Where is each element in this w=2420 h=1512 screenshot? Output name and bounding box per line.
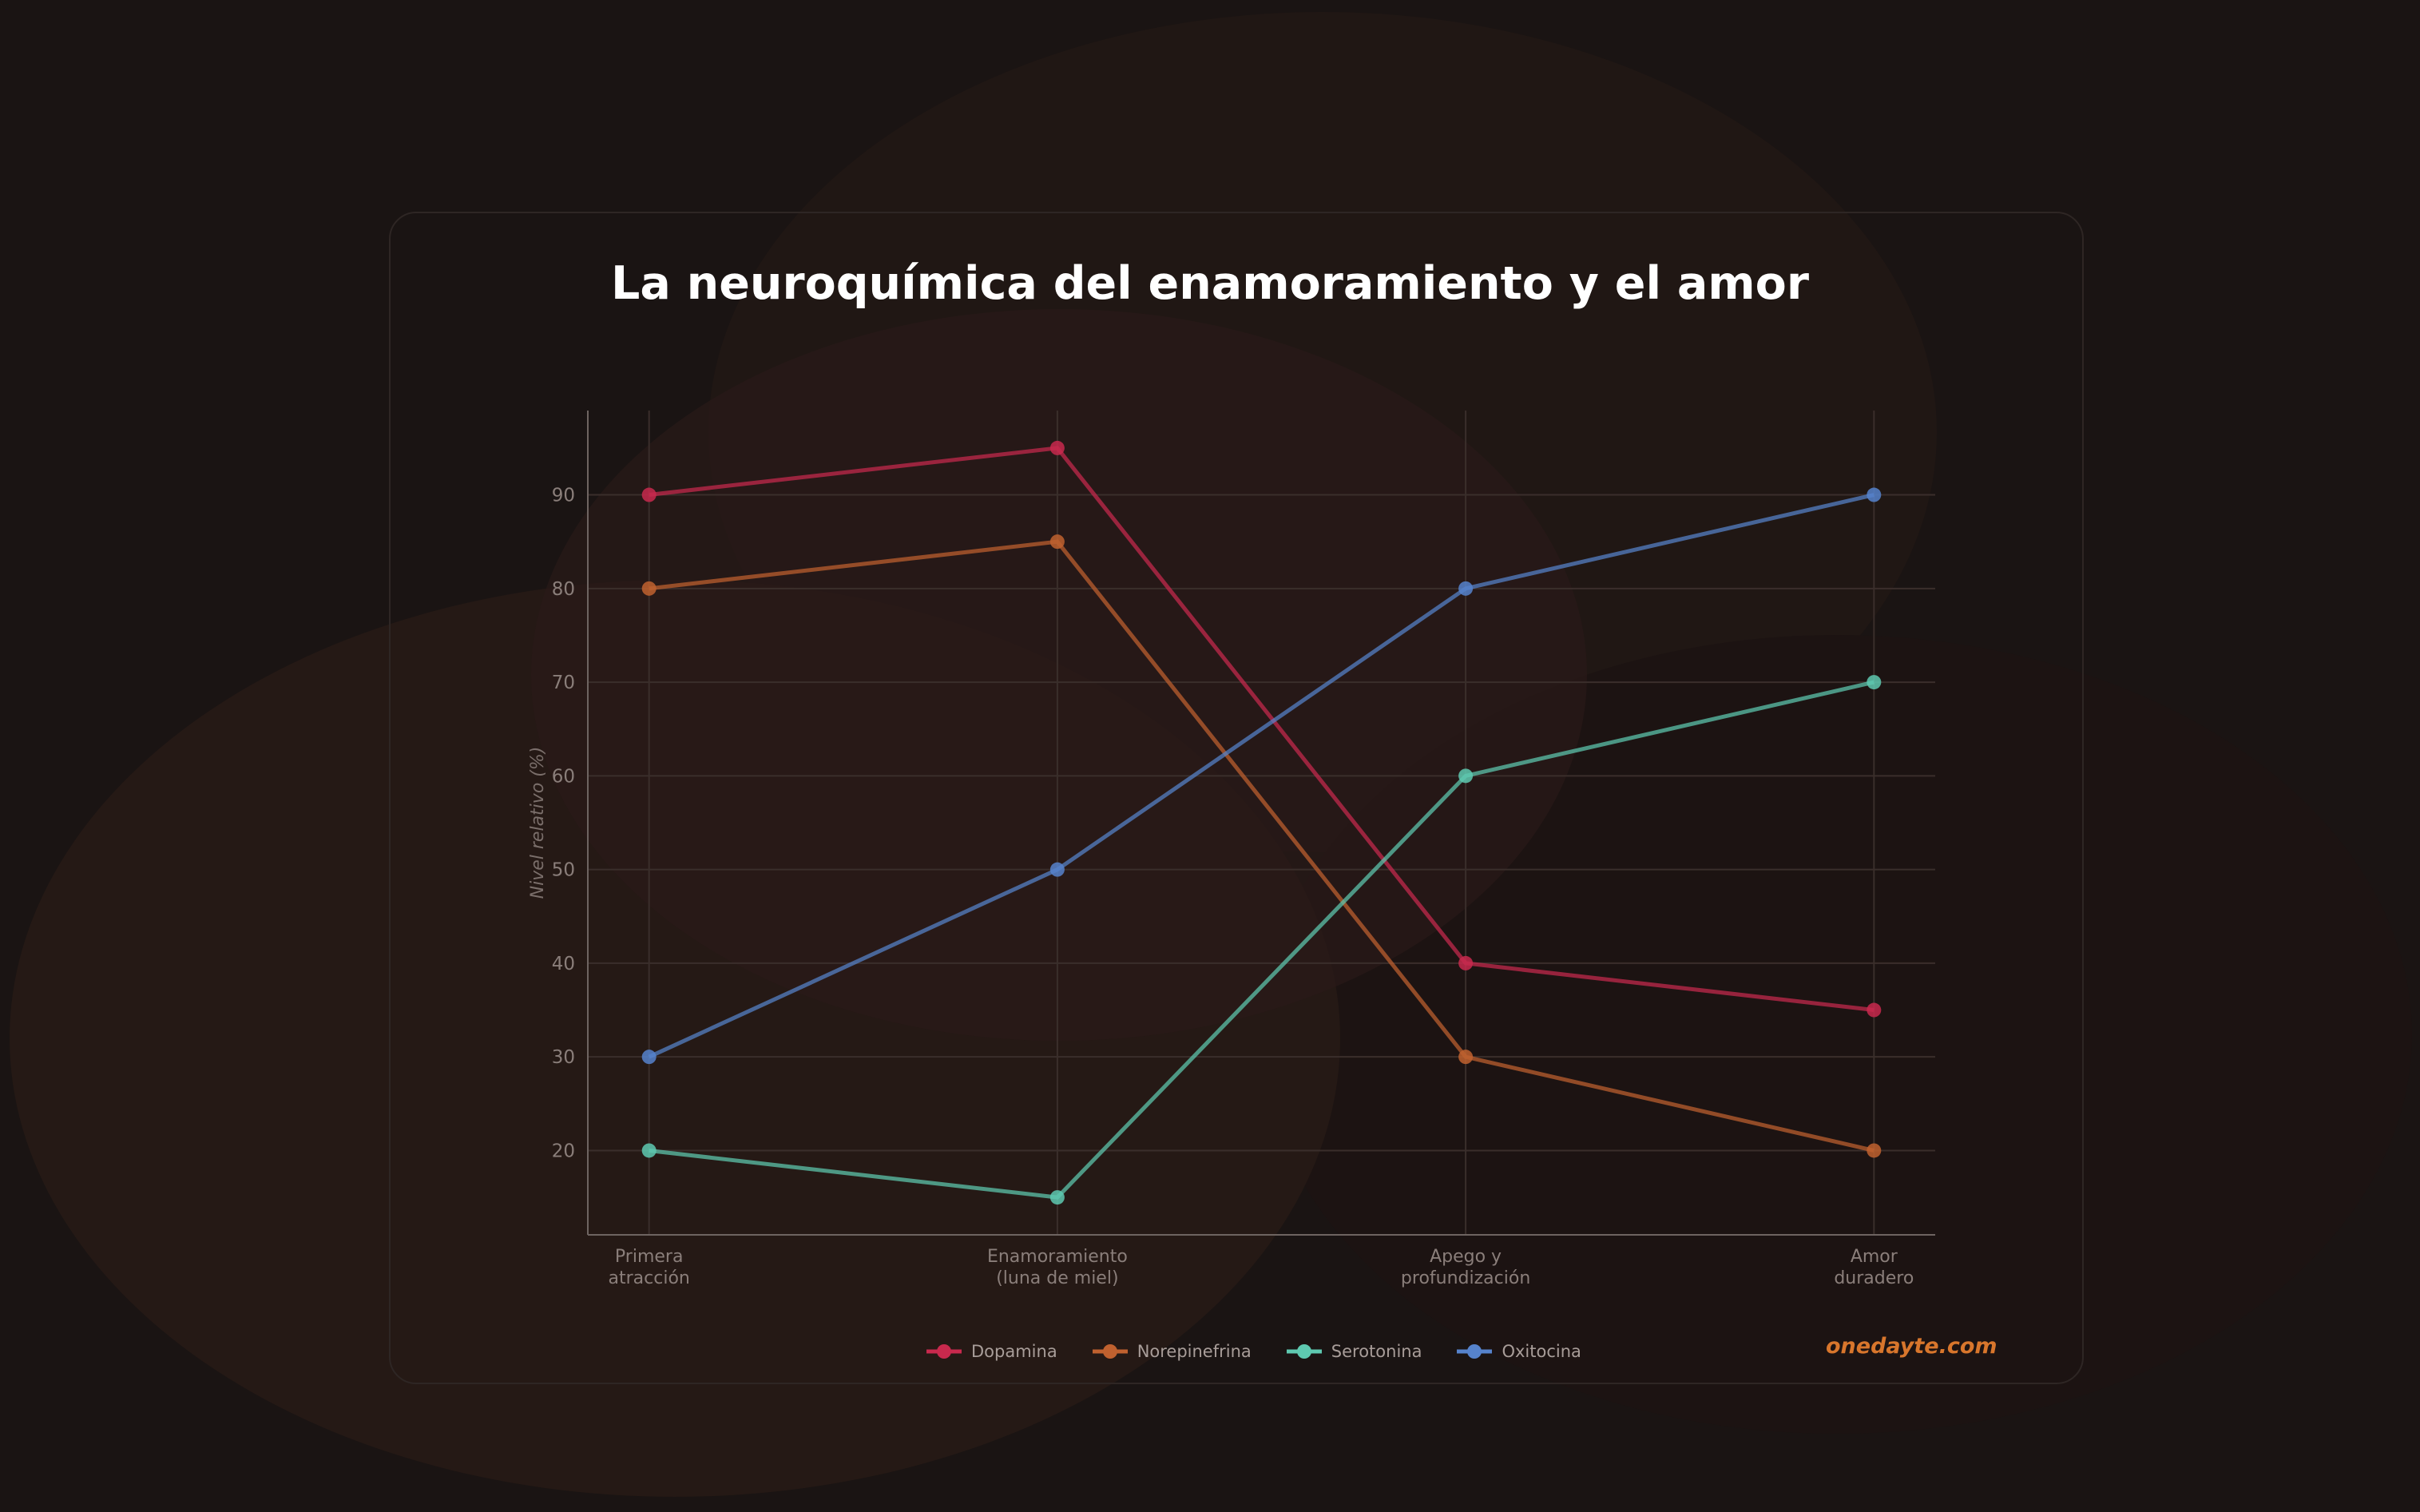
data-point-norepinefrina — [1867, 1143, 1882, 1158]
data-point-oxitocina — [641, 1050, 657, 1065]
data-point-dopamina — [1867, 1002, 1882, 1018]
data-point-oxitocina — [1867, 487, 1882, 502]
legend-marker-icon — [1457, 1344, 1493, 1359]
data-point-norepinefrina — [641, 581, 657, 596]
y-tick-label: 40 — [552, 954, 575, 974]
legend-label: Serotonina — [1331, 1342, 1422, 1361]
data-point-dopamina — [1049, 440, 1065, 455]
y-tick-label: 50 — [552, 860, 575, 881]
chart-title: La neuroquímica del enamoramiento y el a… — [611, 257, 1809, 310]
data-point-serotonina — [1867, 675, 1882, 690]
x-tick-label: Apego y profundización — [1401, 1247, 1530, 1288]
legend-item-norepinefrina: Norepinefrina — [1092, 1342, 1252, 1361]
chart-card — [389, 212, 2084, 1384]
watermark: onedayte.com — [1826, 1334, 1997, 1359]
y-tick-label: 60 — [552, 766, 575, 787]
series-line-dopamina — [649, 446, 1875, 1013]
legend: Dopamina Norepinefrina Serotonina Oxitocina — [926, 1342, 1581, 1361]
legend-label: Oxitocina — [1502, 1342, 1581, 1361]
legend-marker-icon — [926, 1344, 962, 1359]
background-blob — [531, 309, 1587, 1041]
legend-label: Norepinefrina — [1137, 1342, 1252, 1361]
x-tick-label: Enamoramiento (luna de miel) — [987, 1247, 1128, 1288]
series-line-oxitocina — [648, 493, 1875, 1059]
legend-marker-icon — [1092, 1344, 1128, 1359]
data-point-oxitocina — [1049, 862, 1065, 877]
legend-item-oxitocina: Oxitocina — [1457, 1342, 1581, 1361]
legend-label: Dopamina — [971, 1342, 1057, 1361]
data-point-serotonina — [641, 1143, 657, 1158]
series-line-norepinefrina — [649, 539, 1875, 1153]
data-point-serotonina — [1458, 768, 1474, 784]
data-point-oxitocina — [1458, 581, 1474, 596]
y-tick-label: 20 — [552, 1141, 575, 1161]
data-point-dopamina — [641, 487, 657, 502]
legend-item-dopamina: Dopamina — [926, 1342, 1057, 1361]
y-tick-label: 30 — [552, 1047, 575, 1068]
y-tick-label: 80 — [552, 579, 575, 600]
x-tick-label: Amor duradero — [1834, 1247, 1914, 1288]
data-point-norepinefrina — [1049, 534, 1065, 550]
data-point-dopamina — [1458, 955, 1474, 970]
series-line-serotonina — [649, 680, 1875, 1200]
data-point-serotonina — [1049, 1190, 1065, 1205]
legend-item-serotonina: Serotonina — [1286, 1342, 1422, 1361]
y-axis-label: Nivel relativo (%) — [528, 747, 548, 899]
y-tick-label: 90 — [552, 486, 575, 506]
legend-marker-icon — [1286, 1344, 1322, 1359]
y-tick-label: 70 — [552, 673, 575, 693]
data-point-norepinefrina — [1458, 1050, 1474, 1065]
x-tick-label: Primera atracción — [609, 1247, 690, 1288]
